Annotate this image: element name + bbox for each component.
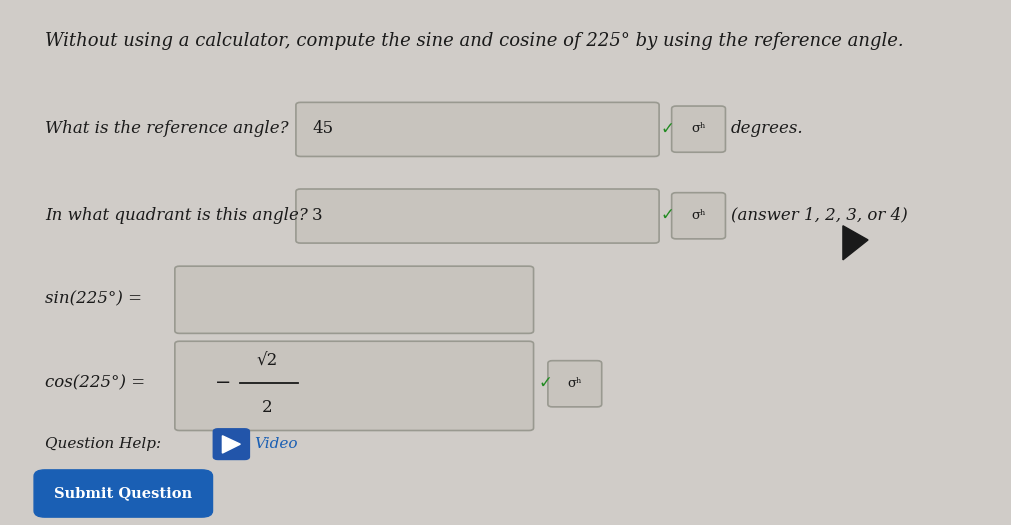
Text: ✓: ✓ — [538, 374, 552, 392]
Text: cos(225°) =: cos(225°) = — [44, 375, 145, 392]
Text: 2: 2 — [262, 399, 273, 416]
Text: Video: Video — [254, 437, 297, 450]
Text: (answer 1, 2, 3, or 4): (answer 1, 2, 3, or 4) — [731, 207, 908, 224]
FancyBboxPatch shape — [671, 106, 726, 152]
FancyBboxPatch shape — [296, 189, 659, 243]
Text: In what quadrant is this angle?: In what quadrant is this angle? — [44, 207, 307, 224]
Text: 45: 45 — [312, 120, 334, 137]
Text: σʰ: σʰ — [692, 209, 706, 222]
FancyBboxPatch shape — [34, 470, 212, 517]
FancyBboxPatch shape — [175, 266, 534, 333]
Text: degrees.: degrees. — [731, 120, 804, 137]
FancyBboxPatch shape — [213, 429, 250, 459]
Text: Without using a calculator, compute the sine and cosine of 225° by using the ref: Without using a calculator, compute the … — [44, 32, 904, 49]
Text: sin(225°) =: sin(225°) = — [44, 291, 142, 308]
FancyBboxPatch shape — [548, 361, 602, 407]
Text: σʰ: σʰ — [692, 122, 706, 135]
Text: What is the reference angle?: What is the reference angle? — [44, 120, 288, 137]
Text: Question Help:: Question Help: — [44, 437, 161, 450]
Text: √2: √2 — [257, 353, 278, 370]
Text: ✓: ✓ — [661, 206, 674, 224]
Text: σʰ: σʰ — [567, 377, 582, 390]
Polygon shape — [222, 436, 241, 453]
Text: 3: 3 — [312, 207, 323, 224]
Text: Submit Question: Submit Question — [55, 487, 192, 500]
FancyBboxPatch shape — [296, 102, 659, 156]
FancyBboxPatch shape — [175, 341, 534, 430]
Polygon shape — [843, 226, 868, 260]
FancyBboxPatch shape — [671, 193, 726, 239]
Text: −: − — [215, 374, 232, 392]
Text: ✓: ✓ — [661, 120, 674, 138]
